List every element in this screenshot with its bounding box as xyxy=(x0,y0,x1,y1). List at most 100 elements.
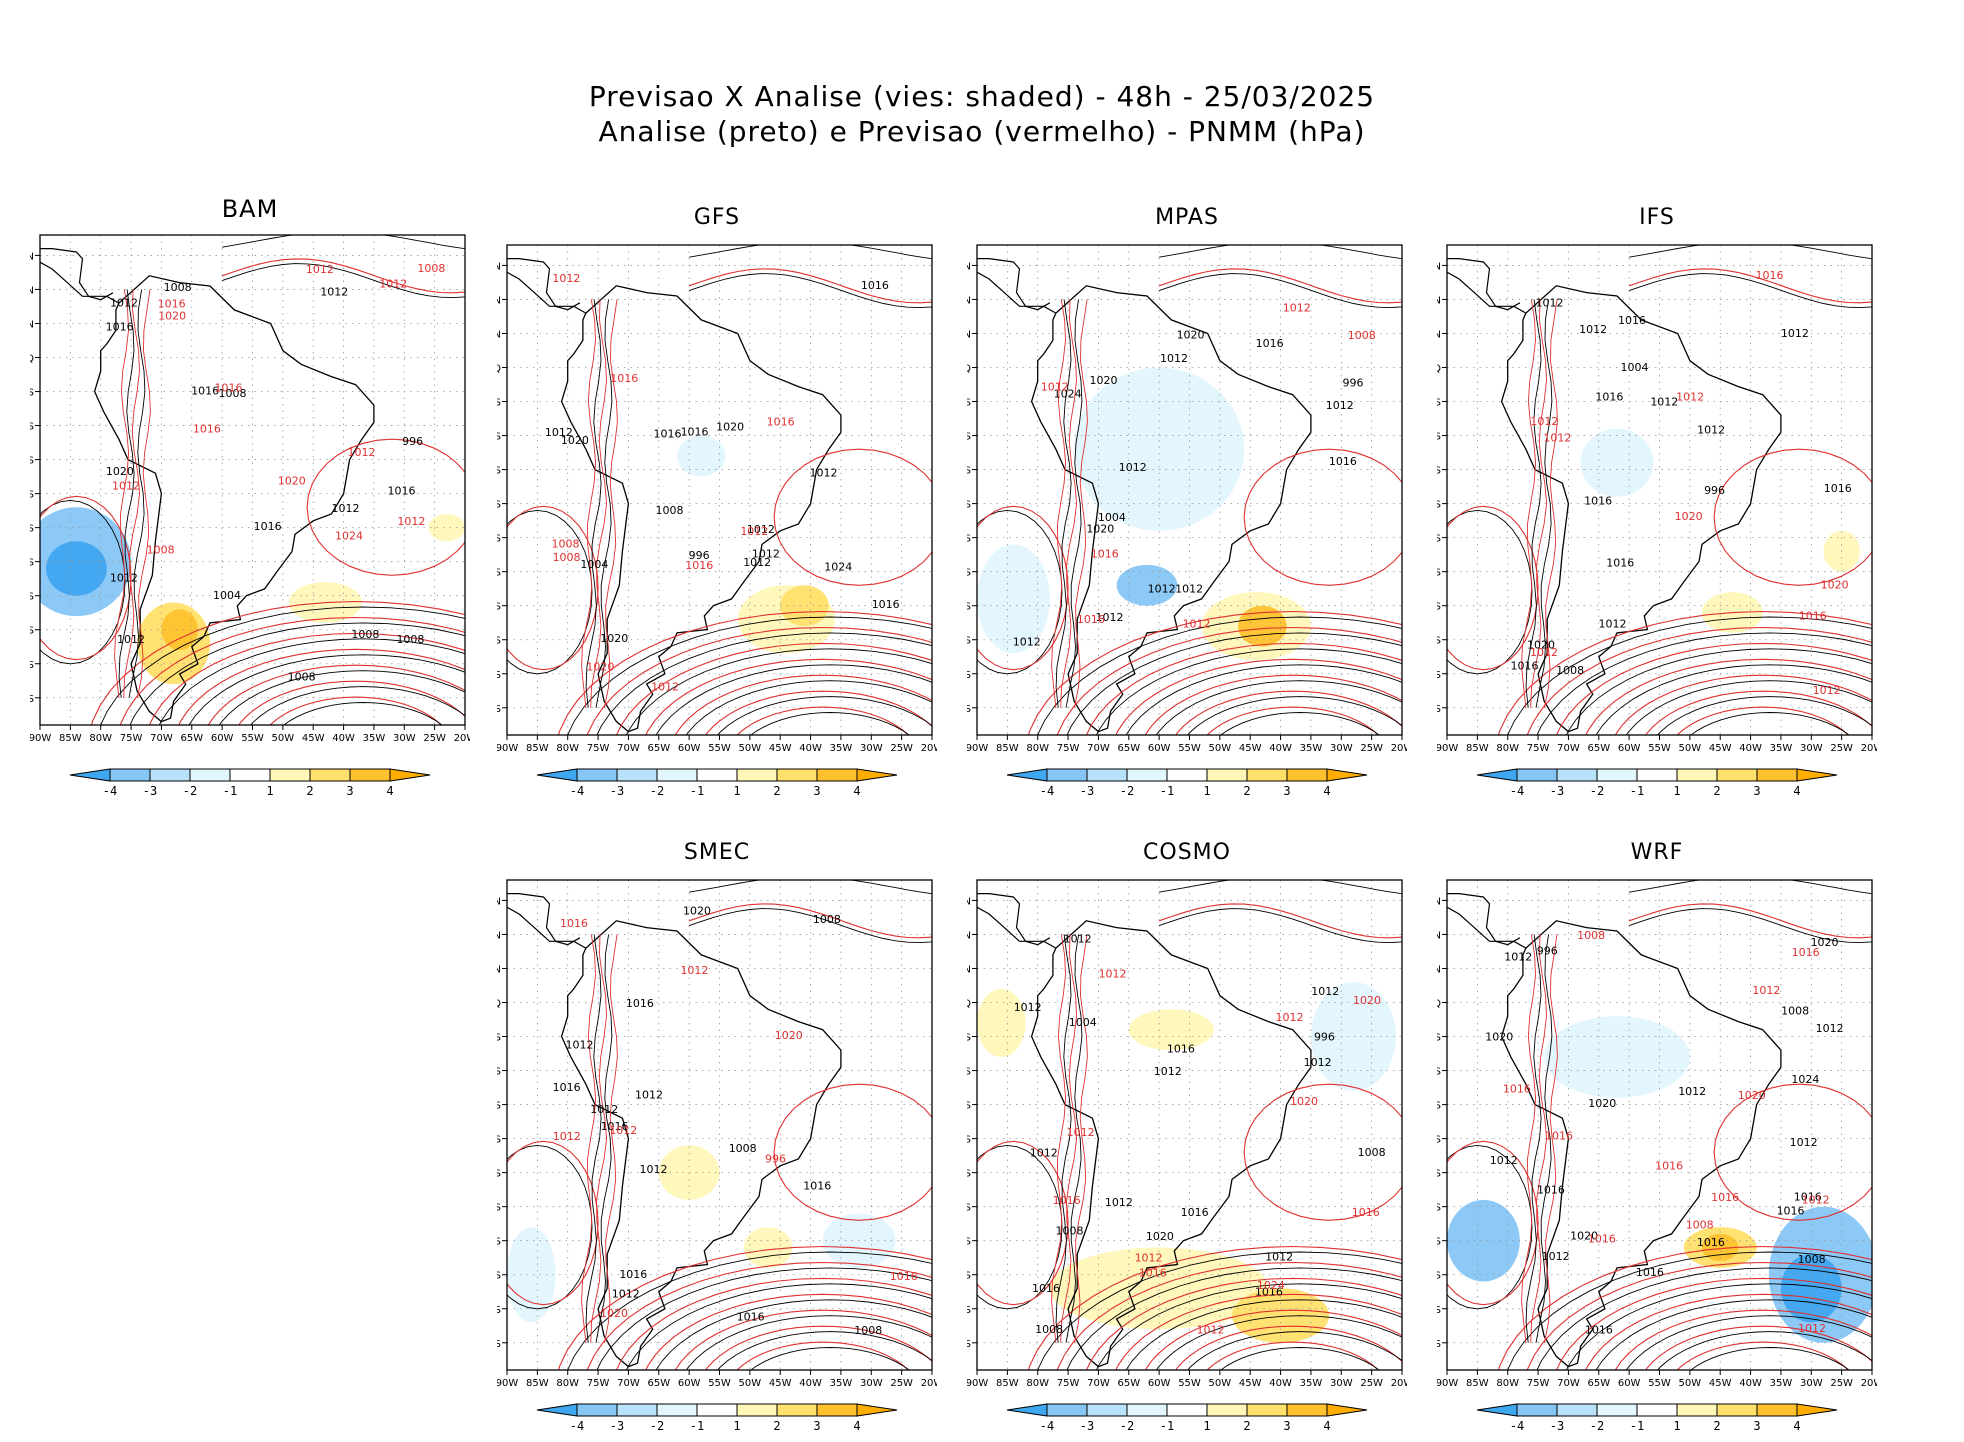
central-america-coastline xyxy=(977,258,1051,311)
colorbar-label: -3 xyxy=(610,784,624,798)
lon-label: 85W xyxy=(526,1378,549,1389)
analysis-contour-label: 1004 xyxy=(1069,1016,1097,1029)
colorbar-swatch xyxy=(1676,768,1718,782)
lat-label: EQ xyxy=(30,354,34,365)
analysis-contour-label: 1016 xyxy=(1824,482,1852,495)
colorbar-swatch xyxy=(536,1403,578,1417)
lat-label: 10S xyxy=(497,432,501,443)
lat-label: 45S xyxy=(967,1305,971,1316)
forecast-isobar xyxy=(1614,1309,1872,1370)
analysis-contour-label: 1012 xyxy=(635,1088,663,1101)
forecast-contour-label: 1012 xyxy=(1099,967,1127,980)
colorbar-swatch xyxy=(1326,768,1368,782)
forecast-contour-label: 1016 xyxy=(1139,1267,1167,1280)
analysis-contour-label: 1012 xyxy=(1265,1251,1293,1264)
analysis-isobar xyxy=(1656,1331,1872,1370)
forecast-contour-label: 1016 xyxy=(1053,1194,1081,1207)
lon-label: 25W xyxy=(1360,1378,1383,1389)
analysis-isobar xyxy=(596,1267,932,1370)
colorbar-swatch xyxy=(536,768,578,782)
analysis-contour-label: 1012 xyxy=(810,467,838,480)
colorbar-swatch xyxy=(736,768,778,782)
lat-label: 40S xyxy=(1437,1271,1441,1282)
forecast-isobar xyxy=(1158,903,1402,939)
forecast-isobar xyxy=(1051,299,1067,708)
analysis-isobar xyxy=(507,509,593,675)
south-america-coastline xyxy=(93,275,375,723)
colorbar-swatch xyxy=(389,768,431,782)
panel-mpas: MPAS 1012 1020 1016 1012 1012 1012 1012 1020 101… xyxy=(967,205,1407,765)
lon-label: 25W xyxy=(890,743,913,754)
forecast-isobar xyxy=(1073,934,1088,1343)
lon-label: 90W xyxy=(967,743,988,754)
lat-label: 25S xyxy=(967,534,971,545)
analysis-contour-label: 1016 xyxy=(1636,1266,1664,1279)
forecast-isobar xyxy=(1144,1309,1402,1370)
lon-label: 20W xyxy=(454,733,470,744)
forecast-contour-label: 1016 xyxy=(1799,609,1827,622)
lon-label: 35W xyxy=(830,743,853,754)
analysis-isobar xyxy=(1159,245,1402,260)
analysis-contour-label: 1016 xyxy=(1167,1043,1195,1056)
analysis-contour-label: 1012 xyxy=(743,556,771,569)
lon-label: 90W xyxy=(497,743,518,754)
colorbar-label: 4 xyxy=(1323,784,1330,798)
forecast-isobar xyxy=(1060,299,1078,708)
lon-label: 60W xyxy=(1148,743,1171,754)
analysis-contour-label: 1016 xyxy=(1618,314,1646,327)
colorbar-label: 2 xyxy=(306,784,313,798)
forecast-isobar xyxy=(90,600,465,725)
south-america-coastline xyxy=(1500,920,1782,1368)
lat-label: 15S xyxy=(967,1101,971,1112)
colorbar-swatch xyxy=(149,768,191,782)
analysis-isobar xyxy=(585,934,602,1343)
analysis-isobar xyxy=(1095,648,1402,735)
analysis-isobar xyxy=(716,1331,932,1370)
map-smec: 1012101610121008101210161016101610121016… xyxy=(497,879,937,1389)
lon-label: 75W xyxy=(587,743,610,754)
lon-label: 90W xyxy=(1437,1378,1458,1389)
forecast-isobar xyxy=(1243,1083,1402,1221)
analysis-contour-label: 1012 xyxy=(1542,1250,1570,1263)
analysis-contour-label: 1012 xyxy=(1790,1136,1818,1149)
lat-label: 40S xyxy=(497,636,501,647)
lat-label: 5S xyxy=(1437,398,1441,409)
analysis-contour-label: 1016 xyxy=(1537,1184,1565,1197)
bias-area xyxy=(507,1227,556,1323)
forecast-isobar xyxy=(1447,1140,1539,1306)
colorbar-swatch xyxy=(1286,768,1328,782)
analysis-contour-label: 1012 xyxy=(320,285,348,298)
lon-label: 85W xyxy=(1466,1378,1489,1389)
forecast-isobar xyxy=(1497,1245,1872,1370)
forecast-contour-label: 1024 xyxy=(1257,1279,1285,1292)
colorbar: -4 -3 -2 -1 1 2 3 4 xyxy=(536,1403,898,1433)
lat-label: 30S xyxy=(30,558,34,569)
colorbar-label: 1 xyxy=(733,1419,740,1433)
panel-title-mpas: MPAS xyxy=(1155,205,1219,230)
analysis-isobar xyxy=(1066,1267,1402,1370)
lon-label: 65W xyxy=(647,743,670,754)
forecast-contour-label: 1012 xyxy=(553,1130,581,1143)
forecast-isobar xyxy=(581,299,597,708)
analysis-contour-label: 1016 xyxy=(861,279,889,292)
analysis-contour-label: 1020 xyxy=(600,632,628,645)
forecast-contour-label: 1016 xyxy=(1503,1082,1531,1095)
forecast-isobar xyxy=(1614,674,1872,735)
forecast-isobar xyxy=(306,438,465,576)
forecast-isobar xyxy=(1051,934,1067,1343)
analysis-isobar xyxy=(1629,245,1872,260)
colorbar-label: -2 xyxy=(650,784,664,798)
lon-label: 55W xyxy=(1648,743,1671,754)
forecast-contour-label: 1016 xyxy=(1091,548,1119,561)
lat-label: 35S xyxy=(497,1237,501,1248)
analysis-isobar xyxy=(1507,1251,1872,1370)
lat-label: 30S xyxy=(497,1203,501,1214)
lon-label: 50W xyxy=(272,733,295,744)
panel-title-bam: BAM xyxy=(221,195,279,223)
analysis-contour-label: 1012 xyxy=(1650,395,1678,408)
analysis-contour-label: 1020 xyxy=(1177,329,1205,342)
colorbar-label: -1 xyxy=(223,784,237,798)
colorbar-swatch xyxy=(1596,768,1638,782)
lon-label: 50W xyxy=(1209,743,1232,754)
lat-label: 15N xyxy=(497,261,501,272)
